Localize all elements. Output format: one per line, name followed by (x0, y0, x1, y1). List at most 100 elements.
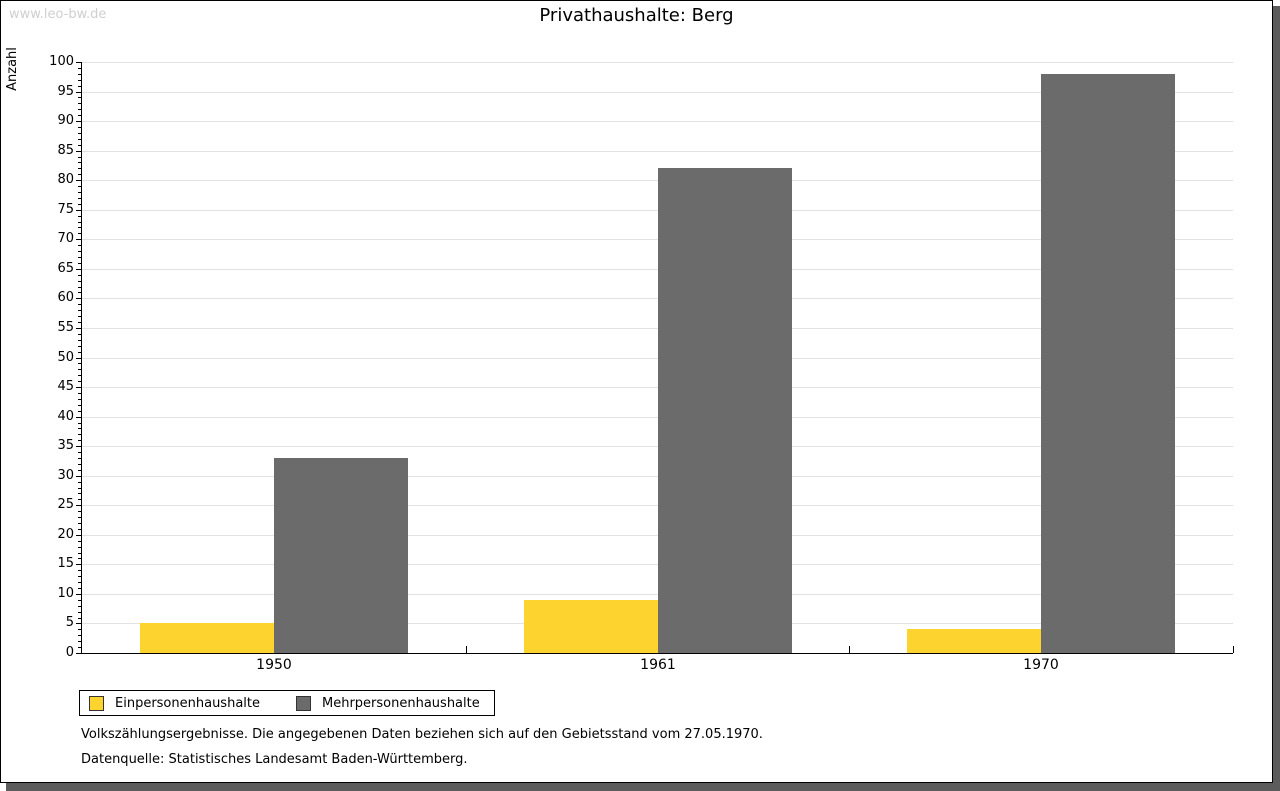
y-axis-label: Anzahl (5, 47, 20, 91)
footnote-source-note: Volkszählungsergebnisse. Die angegebenen… (81, 727, 763, 742)
y-axis-tick-label: 80 (57, 172, 74, 187)
gridline (82, 446, 1233, 447)
legend-item-einpersonenhaushalte: Einpersonenhaushalte (89, 695, 260, 711)
y-axis-minor-tick (78, 86, 82, 87)
y-axis-minor-tick (78, 582, 82, 583)
y-axis-minor-tick (78, 322, 82, 323)
drop-shadow-right (1273, 6, 1280, 791)
y-axis-tick (76, 62, 82, 63)
y-axis-tick-label: 55 (57, 320, 74, 335)
y-axis-minor-tick (78, 292, 82, 293)
y-axis-minor-tick (78, 405, 82, 406)
y-axis-minor-tick (78, 127, 82, 128)
y-axis-minor-tick (78, 216, 82, 217)
gridline (82, 180, 1233, 181)
y-axis-minor-tick (78, 375, 82, 376)
y-axis-minor-tick (78, 115, 82, 116)
gridline (82, 476, 1233, 477)
y-axis-tick (76, 298, 82, 299)
bar-einpersonenhaushalte-1950 (140, 623, 274, 653)
y-axis-tick (76, 476, 82, 477)
y-axis-minor-tick (78, 304, 82, 305)
y-axis-minor-tick (78, 612, 82, 613)
y-axis-minor-tick (78, 133, 82, 134)
x-category-label: 1950 (256, 657, 292, 673)
legend-swatch-einpersonenhaushalte-icon (89, 695, 104, 711)
gridline (82, 417, 1233, 418)
y-axis-minor-tick (78, 399, 82, 400)
y-axis-minor-tick (78, 570, 82, 571)
y-axis-tick (76, 653, 82, 654)
y-axis-tick (76, 535, 82, 536)
gridline (82, 328, 1233, 329)
y-axis-minor-tick (78, 352, 82, 353)
y-axis-minor-tick (78, 635, 82, 636)
y-axis-minor-tick (78, 588, 82, 589)
y-axis-tick-label: 35 (57, 438, 74, 453)
y-axis-minor-tick (78, 316, 82, 317)
y-axis-tick-label: 40 (57, 409, 74, 424)
gridline (82, 535, 1233, 536)
y-axis-minor-tick (78, 553, 82, 554)
y-axis-minor-tick (78, 198, 82, 199)
y-axis-tick (76, 358, 82, 359)
legend-label-einpersonenhaushalte: Einpersonenhaushalte (115, 695, 260, 711)
x-axis-tick (849, 646, 850, 653)
y-axis-minor-tick (78, 109, 82, 110)
gridline (82, 594, 1233, 595)
y-axis-minor-tick (78, 97, 82, 98)
y-axis-minor-tick (78, 145, 82, 146)
y-axis-tick (76, 387, 82, 388)
y-axis-minor-tick (78, 287, 82, 288)
y-axis-minor-tick (78, 493, 82, 494)
watermark: www.leo-bw.de (9, 7, 107, 22)
y-axis-tick-label: 90 (57, 113, 74, 128)
y-axis-minor-tick (78, 103, 82, 104)
bar-einpersonenhaushalte-1970 (907, 629, 1041, 653)
y-axis-minor-tick (78, 470, 82, 471)
y-axis-minor-tick (78, 340, 82, 341)
plot-area: 0 5 10 15 20 25 30 35 40 45 50 55 60 65 70 75 80 85 90 95 10… (49, 54, 1234, 673)
y-axis-tick-label: 100 (49, 54, 74, 69)
y-axis-minor-tick (78, 618, 82, 619)
y-axis-tick (76, 239, 82, 240)
y-axis-minor-tick (78, 499, 82, 500)
y-axis-tick-label: 75 (57, 202, 74, 217)
legend-swatch-mehrpersonenhaushalte-icon (296, 695, 311, 711)
legend: Einpersonenhaushalte Mehrpersonenhaushal… (79, 690, 495, 716)
gridline (82, 62, 1233, 63)
gridline (82, 387, 1233, 388)
legend-label-mehrpersonenhaushalte: Mehrpersonenhaushalte (322, 695, 480, 711)
y-axis-tick-label: 20 (57, 527, 74, 542)
bar-mehrpersonenhaushalte-1961 (658, 168, 792, 653)
y-axis-tick (76, 446, 82, 447)
y-axis-minor-tick (78, 334, 82, 335)
y-axis-minor-tick (78, 174, 82, 175)
y-axis-tick-label: 65 (57, 261, 74, 276)
y-axis-minor-tick (78, 139, 82, 140)
y-axis-tick (76, 505, 82, 506)
y-axis-minor-tick (78, 641, 82, 642)
y-axis-tick-label: 5 (65, 615, 74, 630)
y-axis-minor-tick (78, 275, 82, 276)
y-axis-minor-tick (78, 68, 82, 69)
y-axis-minor-tick (78, 281, 82, 282)
y-axis-minor-tick (78, 434, 82, 435)
y-axis-minor-tick (78, 523, 82, 524)
y-axis-minor-tick (78, 517, 82, 518)
y-axis-tick (76, 564, 82, 565)
y-axis-minor-tick (78, 529, 82, 530)
bar-mehrpersonenhaushalte-1950 (274, 458, 408, 653)
y-axis-tick-label: 30 (57, 468, 74, 483)
y-axis-tick (76, 594, 82, 595)
y-axis-minor-tick (78, 233, 82, 234)
y-axis-minor-tick (78, 464, 82, 465)
y-axis-minor-tick (78, 482, 82, 483)
y-axis-minor-tick (78, 257, 82, 258)
y-axis-minor-tick (78, 346, 82, 347)
y-axis-minor-tick (78, 440, 82, 441)
x-axis-tick (466, 646, 467, 653)
y-axis-tick-label: 15 (57, 556, 74, 571)
y-axis-tick-label: 0 (65, 645, 74, 660)
y-axis-minor-tick (78, 227, 82, 228)
